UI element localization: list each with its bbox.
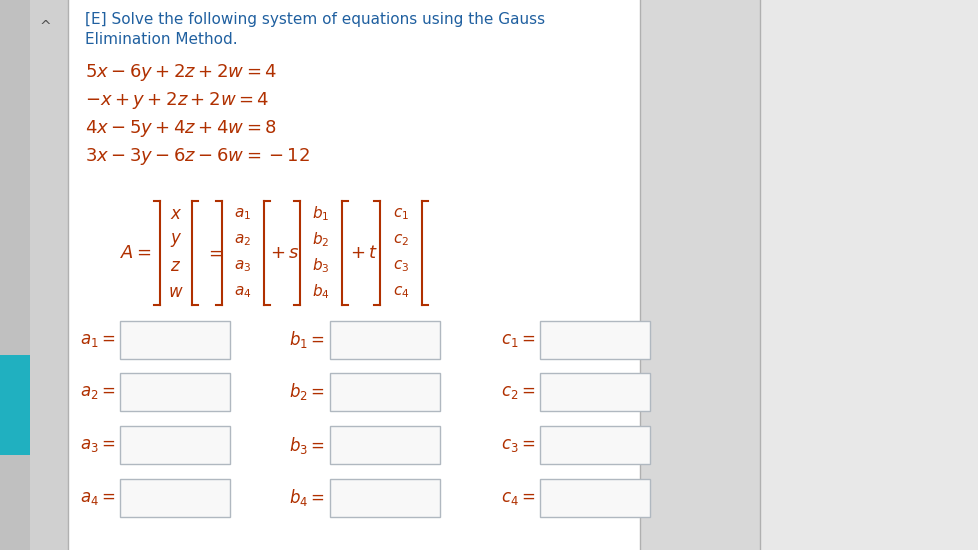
Bar [120,426,230,464]
Text: $c_2$: $c_2$ [392,232,409,248]
Text: $x$: $x$ [169,205,182,223]
Text: $c_3 =$: $c_3 =$ [500,436,534,454]
Text: $a_1$: $a_1$ [234,206,251,222]
Text: $a_2$: $a_2$ [235,232,251,248]
Text: $b_3 =$: $b_3 =$ [289,434,325,455]
Bar [540,479,649,517]
Bar [0,0,30,550]
Bar [540,426,649,464]
Bar [540,373,649,411]
Text: $b_1$: $b_1$ [312,205,330,223]
Bar [0,355,30,455]
Bar [540,321,649,359]
Text: $a_4 =$: $a_4 =$ [79,489,114,507]
Text: $b_2 =$: $b_2 =$ [289,382,325,403]
Text: $b_2$: $b_2$ [312,230,330,249]
Text: $b_1 =$: $b_1 =$ [289,329,325,350]
Text: $z$: $z$ [170,257,181,275]
Text: $c_2 =$: $c_2 =$ [500,383,534,401]
Bar [330,426,439,464]
Text: $A =$: $A =$ [120,244,152,262]
Bar [120,321,230,359]
Bar [120,479,230,517]
Text: $c_1 =$: $c_1 =$ [500,331,534,349]
Text: $+\, s$: $+\, s$ [270,244,298,262]
Text: $w$: $w$ [168,283,184,301]
Text: $-x + y + 2z + 2w = 4$: $-x + y + 2z + 2w = 4$ [85,90,269,111]
Text: $y$: $y$ [169,231,182,249]
Text: $b_4 =$: $b_4 =$ [289,487,325,509]
Bar [759,0,978,550]
Text: $4x - 5y + 4z + 4w = 8$: $4x - 5y + 4z + 4w = 8$ [85,118,277,139]
Text: $c_4$: $c_4$ [392,284,409,300]
Text: $+\, t$: $+\, t$ [350,244,378,262]
Text: $=$: $=$ [204,244,223,262]
Bar [330,321,439,359]
Text: $b_3$: $b_3$ [312,257,330,276]
Text: $a_2 =$: $a_2 =$ [79,383,114,401]
Text: Elimination Method.: Elimination Method. [85,32,238,47]
Text: $a_3$: $a_3$ [234,258,251,274]
Bar [640,0,770,550]
Text: $3x - 3y - 6z - 6w = -12$: $3x - 3y - 6z - 6w = -12$ [85,146,310,167]
Bar [330,479,439,517]
Text: $c_1$: $c_1$ [392,206,409,222]
Bar [30,0,67,550]
Text: $a_4$: $a_4$ [234,284,251,300]
Text: $5x - 6y + 2z + 2w = 4$: $5x - 6y + 2z + 2w = 4$ [85,62,277,83]
Text: $b_4$: $b_4$ [312,283,330,301]
Bar [67,0,640,550]
Text: [E] Solve the following system of equations using the Gauss: [E] Solve the following system of equati… [85,12,545,27]
Text: $c_4 =$: $c_4 =$ [500,489,534,507]
Text: $a_1 =$: $a_1 =$ [79,331,114,349]
Bar [330,373,439,411]
Text: $a_3 =$: $a_3 =$ [79,436,114,454]
Bar [120,373,230,411]
Text: $c_3$: $c_3$ [392,258,409,274]
Text: ^: ^ [39,20,51,34]
